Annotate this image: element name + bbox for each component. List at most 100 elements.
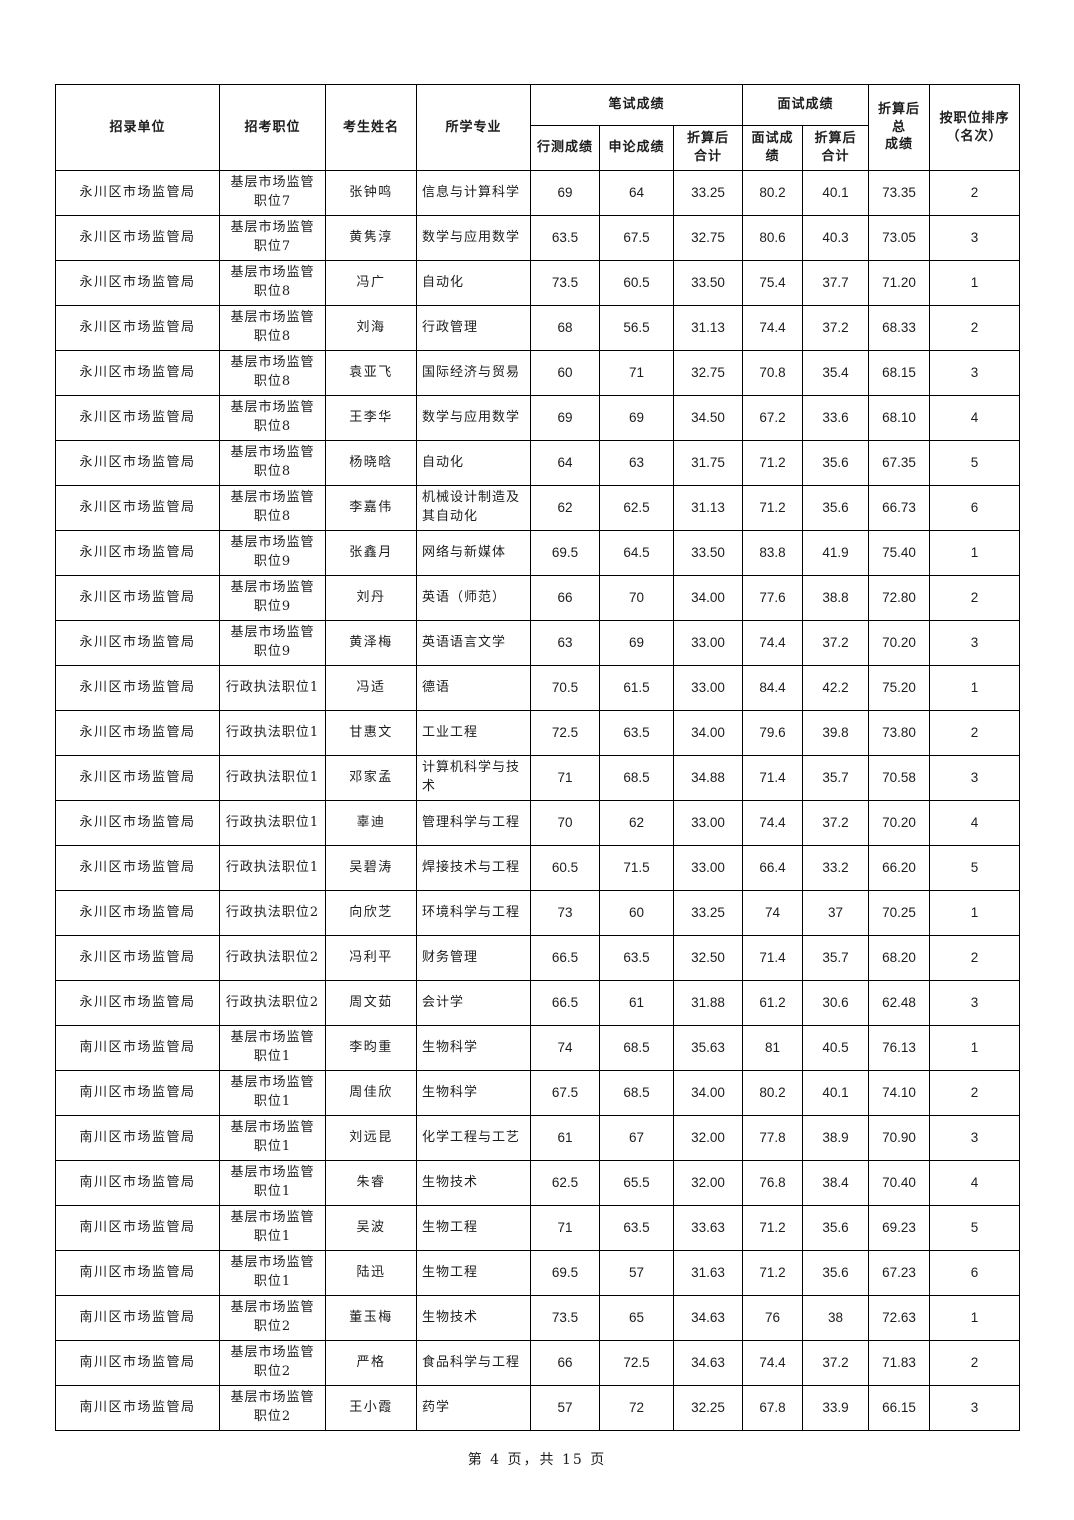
cell-position: 基层市场监管 职位8 [219,485,326,531]
table-row: 永川区市场监管局 基层市场监管 职位8 王李华 数学与应用数学 69 69 34.50 67.… [55,395,1021,441]
cell-wconv: 33.00 [672,800,744,846]
cell-name: 刘海 [325,305,417,351]
cell-iscore: 61.2 [742,980,804,1026]
page-number-footer: 第 4 页，共 15 页 [467,1452,607,1468]
cell-rank: 1 [929,260,1021,306]
cell-unit: 永川区市场监管局 [55,935,220,981]
cell-wconv: 32.25 [672,1385,744,1431]
cell-shenlun: 69 [599,395,674,441]
cell-unit: 永川区市场监管局 [55,170,220,216]
cell-name: 冯广 [325,260,417,306]
cell-unit: 南川区市场监管局 [55,1205,220,1251]
cell-wconv: 31.88 [672,980,744,1026]
cell-position: 基层市场监管 职位1 [219,1250,326,1296]
cell-major: 食品科学与工程 [416,1340,531,1386]
header-row-groups: 招录单位 招考职位 考生姓名 所学专业 笔试成绩 面试成绩 折算后总 成绩 按职… [55,84,1021,171]
cell-xingce: 71 [530,1205,600,1251]
table-row: 永川区市场监管局 基层市场监管 职位8 刘海 行政管理 68 56.5 31.13 74.4 3… [55,305,1021,351]
cell-unit: 南川区市场监管局 [55,1070,220,1116]
col-header-rank: 按职位排序 （名次） [929,84,1021,171]
cell-iconv: 40.3 [802,215,870,261]
cell-position: 基层市场监管 职位1 [219,1205,326,1251]
cell-iscore: 74.4 [742,620,804,666]
cell-wconv: 31.75 [672,440,744,486]
cell-position: 基层市场监管 职位8 [219,350,326,396]
cell-name: 黄隽淳 [325,215,417,261]
col-header-interview-score: 面试成绩 [742,125,804,171]
col-header-xingce: 行测成绩 [530,125,600,171]
cell-position: 基层市场监管 职位8 [219,305,326,351]
cell-wconv: 34.50 [672,395,744,441]
cell-xingce: 62 [530,485,600,531]
cell-total: 68.20 [868,935,931,981]
cell-name: 董玉梅 [325,1295,417,1341]
cell-position: 基层市场监管 职位9 [219,530,326,576]
cell-iscore: 83.8 [742,530,804,576]
cell-position: 行政执法职位1 [219,665,326,711]
cell-major: 英语语言文学 [416,620,531,666]
cell-xingce: 70.5 [530,665,600,711]
cell-unit: 永川区市场监管局 [55,665,220,711]
cell-unit: 永川区市场监管局 [55,215,220,261]
cell-major: 数学与应用数学 [416,215,531,261]
col-header-major: 所学专业 [416,84,531,171]
cell-iconv: 33.2 [802,845,870,891]
cell-total: 68.10 [868,395,931,441]
cell-iscore: 80.2 [742,170,804,216]
cell-total: 67.35 [868,440,931,486]
cell-xingce: 73.5 [530,1295,600,1341]
cell-position: 行政执法职位1 [219,845,326,891]
cell-shenlun: 70 [599,575,674,621]
cell-wconv: 32.75 [672,350,744,396]
cell-position: 行政执法职位2 [219,980,326,1026]
table-row: 南川区市场监管局 基层市场监管 职位1 吴波 生物工程 71 63.5 33.63 71.2 3… [55,1205,1021,1251]
cell-name: 李嘉伟 [325,485,417,531]
cell-total: 75.40 [868,530,931,576]
cell-total: 71.20 [868,260,931,306]
cell-iscore: 71.2 [742,1205,804,1251]
table-row: 永川区市场监管局 基层市场监管 职位8 杨晓晗 自动化 64 63 31.75 71.2 35.… [55,440,1021,486]
cell-total: 70.58 [868,755,931,801]
table-row: 南川区市场监管局 基层市场监管 职位1 朱睿 生物技术 62.5 65.5 32.00 76.… [55,1160,1021,1206]
table-row: 永川区市场监管局 行政执法职位2 冯利平 财务管理 66.5 63.5 32.50 71.4 3… [55,935,1021,981]
cell-shenlun: 65 [599,1295,674,1341]
cell-rank: 5 [929,1205,1021,1251]
cell-xingce: 66 [530,1340,600,1386]
cell-shenlun: 72 [599,1385,674,1431]
cell-iscore: 76.8 [742,1160,804,1206]
cell-iconv: 33.9 [802,1385,870,1431]
cell-major: 生物科学 [416,1025,531,1071]
header-row-sub: 行测成绩 申论成绩 折算后 合计 面试成绩 折算后 合计 [56,125,1020,171]
cell-rank: 4 [929,395,1021,441]
cell-shenlun: 61.5 [599,665,674,711]
cell-major: 生物工程 [416,1250,531,1296]
table-row: 永川区市场监管局 行政执法职位1 冯适 德语 70.5 61.5 33.00 84.4 42.2… [55,665,1021,711]
cell-iconv: 37.2 [802,800,870,846]
table-row: 南川区市场监管局 基层市场监管 职位1 陆迅 生物工程 69.5 57 31.63 71.2 3… [55,1250,1021,1296]
cell-name: 袁亚飞 [325,350,417,396]
col-header-total-score: 折算后总 成绩 [868,84,931,171]
cell-rank: 2 [929,1340,1021,1386]
cell-rank: 6 [929,1250,1021,1296]
cell-major: 焊接技术与工程 [416,845,531,891]
cell-total: 70.40 [868,1160,931,1206]
cell-total: 73.80 [868,710,931,756]
cell-position: 行政执法职位2 [219,890,326,936]
cell-rank: 2 [929,1070,1021,1116]
cell-unit: 永川区市场监管局 [55,755,220,801]
cell-total: 68.33 [868,305,931,351]
cell-name: 陆迅 [325,1250,417,1296]
cell-name: 张鑫月 [325,530,417,576]
cell-unit: 永川区市场监管局 [55,710,220,756]
cell-major: 自动化 [416,260,531,306]
cell-xingce: 71 [530,755,600,801]
cell-major: 数学与应用数学 [416,395,531,441]
cell-iconv: 35.6 [802,1205,870,1251]
cell-iscore: 75.4 [742,260,804,306]
cell-iconv: 35.7 [802,755,870,801]
cell-total: 73.05 [868,215,931,261]
table-row: 永川区市场监管局 基层市场监管 职位7 张钟鸣 信息与计算科学 69 64 33.25 80.… [55,170,1021,216]
table-row: 永川区市场监管局 行政执法职位1 甘惠文 工业工程 72.5 63.5 34.00 79.6 3… [55,710,1021,756]
cell-wconv: 33.00 [672,845,744,891]
cell-iconv: 35.4 [802,350,870,396]
